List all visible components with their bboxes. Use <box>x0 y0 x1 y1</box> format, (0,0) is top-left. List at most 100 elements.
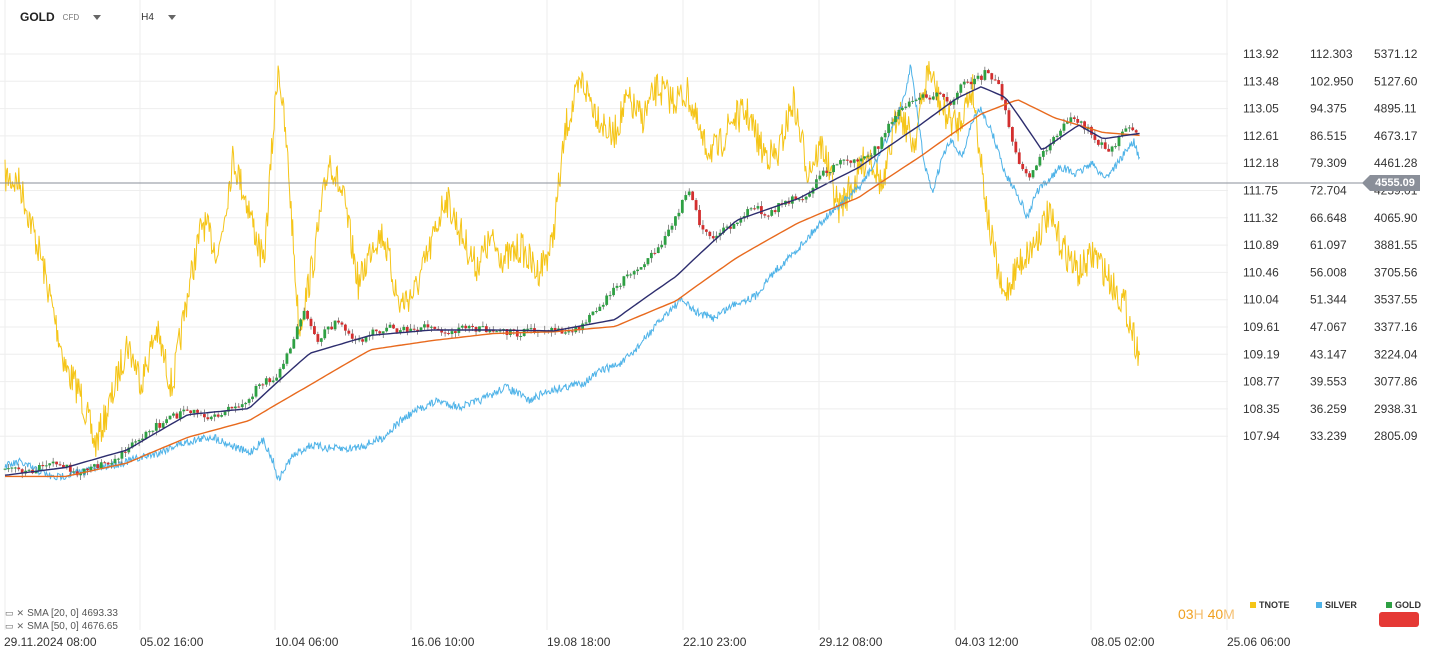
sma20-line <box>4 86 1140 476</box>
symbol-name[interactable]: GOLD <box>20 10 55 24</box>
legend-swatch <box>1386 602 1392 608</box>
candle-up <box>467 325 471 329</box>
candle-up <box>148 431 151 433</box>
y-tick-label: 112.303 <box>1310 47 1353 61</box>
candle-up <box>667 229 670 237</box>
candle-up <box>381 331 385 334</box>
candle-up <box>859 158 863 162</box>
y-tick-label: 72.704 <box>1310 184 1347 198</box>
y-tick-label: 4461.28 <box>1374 156 1418 170</box>
y-tick-label: 108.35 <box>1243 402 1280 416</box>
candle-up <box>258 384 261 386</box>
candle-down <box>17 467 21 470</box>
candle-up <box>601 304 605 307</box>
candle-down <box>340 322 344 325</box>
candle-up <box>632 271 636 275</box>
candle-up <box>295 326 299 340</box>
candle-down <box>103 462 107 464</box>
candle-up <box>818 175 822 180</box>
candle-up <box>220 415 224 417</box>
y-tick-label: 36.259 <box>1310 402 1347 416</box>
candle-up <box>842 159 846 161</box>
candle-up <box>292 339 296 349</box>
indicator-close-icon[interactable]: ✕ <box>16 621 25 631</box>
y-tick-label: 47.067 <box>1310 320 1347 334</box>
candle-down <box>361 339 364 342</box>
candle-down <box>203 414 206 418</box>
candle-down <box>1096 139 1100 145</box>
timeframe-dropdown-chevron-icon[interactable] <box>167 14 176 20</box>
candle-up <box>588 314 591 323</box>
y-tick-label: 3224.04 <box>1374 347 1418 361</box>
indicator-close-icon[interactable]: ✕ <box>16 608 25 618</box>
candle-down <box>196 409 199 413</box>
legend-label: SILVER <box>1325 600 1357 610</box>
legend-tnote[interactable]: TNOTE <box>1250 600 1290 610</box>
candle-up <box>914 99 918 101</box>
timer-hours-unit: H <box>1193 606 1204 622</box>
indicator-label: SMA [50, 0] <box>27 621 79 632</box>
candle-down <box>206 417 210 420</box>
candle-up <box>835 164 839 166</box>
symbol-dropdown-chevron-icon[interactable] <box>93 14 102 20</box>
candle-up <box>1127 127 1131 129</box>
candle-up <box>815 179 818 189</box>
candle-up <box>288 348 292 354</box>
candle-up <box>804 196 808 200</box>
candle-up <box>1069 117 1073 123</box>
candle-down <box>237 406 241 408</box>
candle-up <box>735 222 739 224</box>
candle-up <box>48 463 52 466</box>
gold-status-badge[interactable] <box>1379 612 1419 627</box>
candle-up <box>715 235 719 239</box>
candle-down <box>773 210 777 213</box>
candle-up <box>674 216 677 226</box>
x-tick-label: 19.08 18:00 <box>547 635 611 649</box>
y-tick-label: 111.75 <box>1243 184 1278 198</box>
timer-hours: 03 <box>1178 606 1194 622</box>
y-tick-label: 110.46 <box>1243 265 1279 279</box>
candle-down <box>343 324 347 331</box>
indicator-settings-icon[interactable]: ▭ <box>5 621 14 631</box>
candle-down <box>691 191 695 201</box>
candle-down <box>374 329 378 332</box>
candle-up <box>51 461 55 464</box>
candle-up <box>1062 123 1066 131</box>
candle-up <box>478 326 481 332</box>
x-tick-label: 10.04 06:00 <box>275 635 339 649</box>
candle-down <box>849 160 853 163</box>
candle-up <box>144 431 148 439</box>
candle-down <box>1090 126 1093 135</box>
candle-up <box>594 311 598 313</box>
candle-down <box>433 326 437 329</box>
candle-down <box>412 328 416 330</box>
timeframe-selector[interactable]: H4 <box>141 11 154 23</box>
candle-up <box>141 438 144 441</box>
candle-up <box>921 94 925 98</box>
candle-down <box>86 468 89 471</box>
candle-up <box>591 311 595 315</box>
y-tick-label: 4895.11 <box>1374 102 1417 116</box>
legend-silver[interactable]: SILVER <box>1316 600 1357 610</box>
candle-up <box>127 447 131 453</box>
indicator-settings-icon[interactable]: ▭ <box>5 608 14 618</box>
candle-up <box>756 206 760 209</box>
legend-gold[interactable]: GOLD <box>1386 600 1421 610</box>
candle-up <box>863 156 866 159</box>
candle-up <box>1045 150 1049 152</box>
candle-up <box>746 209 750 217</box>
candle-up <box>429 326 433 328</box>
candle-down <box>313 326 316 335</box>
candle-up <box>44 465 48 467</box>
candle-down <box>1014 141 1018 153</box>
candle-up <box>900 107 904 110</box>
candle-down <box>1000 84 1004 100</box>
symbol-type: CFD <box>62 12 80 22</box>
candle-up <box>808 193 811 197</box>
candle-down <box>20 469 24 474</box>
candle-down <box>96 464 100 469</box>
y-tick-label: 79.309 <box>1310 156 1347 170</box>
candle-down <box>55 461 58 465</box>
candle-up <box>646 258 650 265</box>
